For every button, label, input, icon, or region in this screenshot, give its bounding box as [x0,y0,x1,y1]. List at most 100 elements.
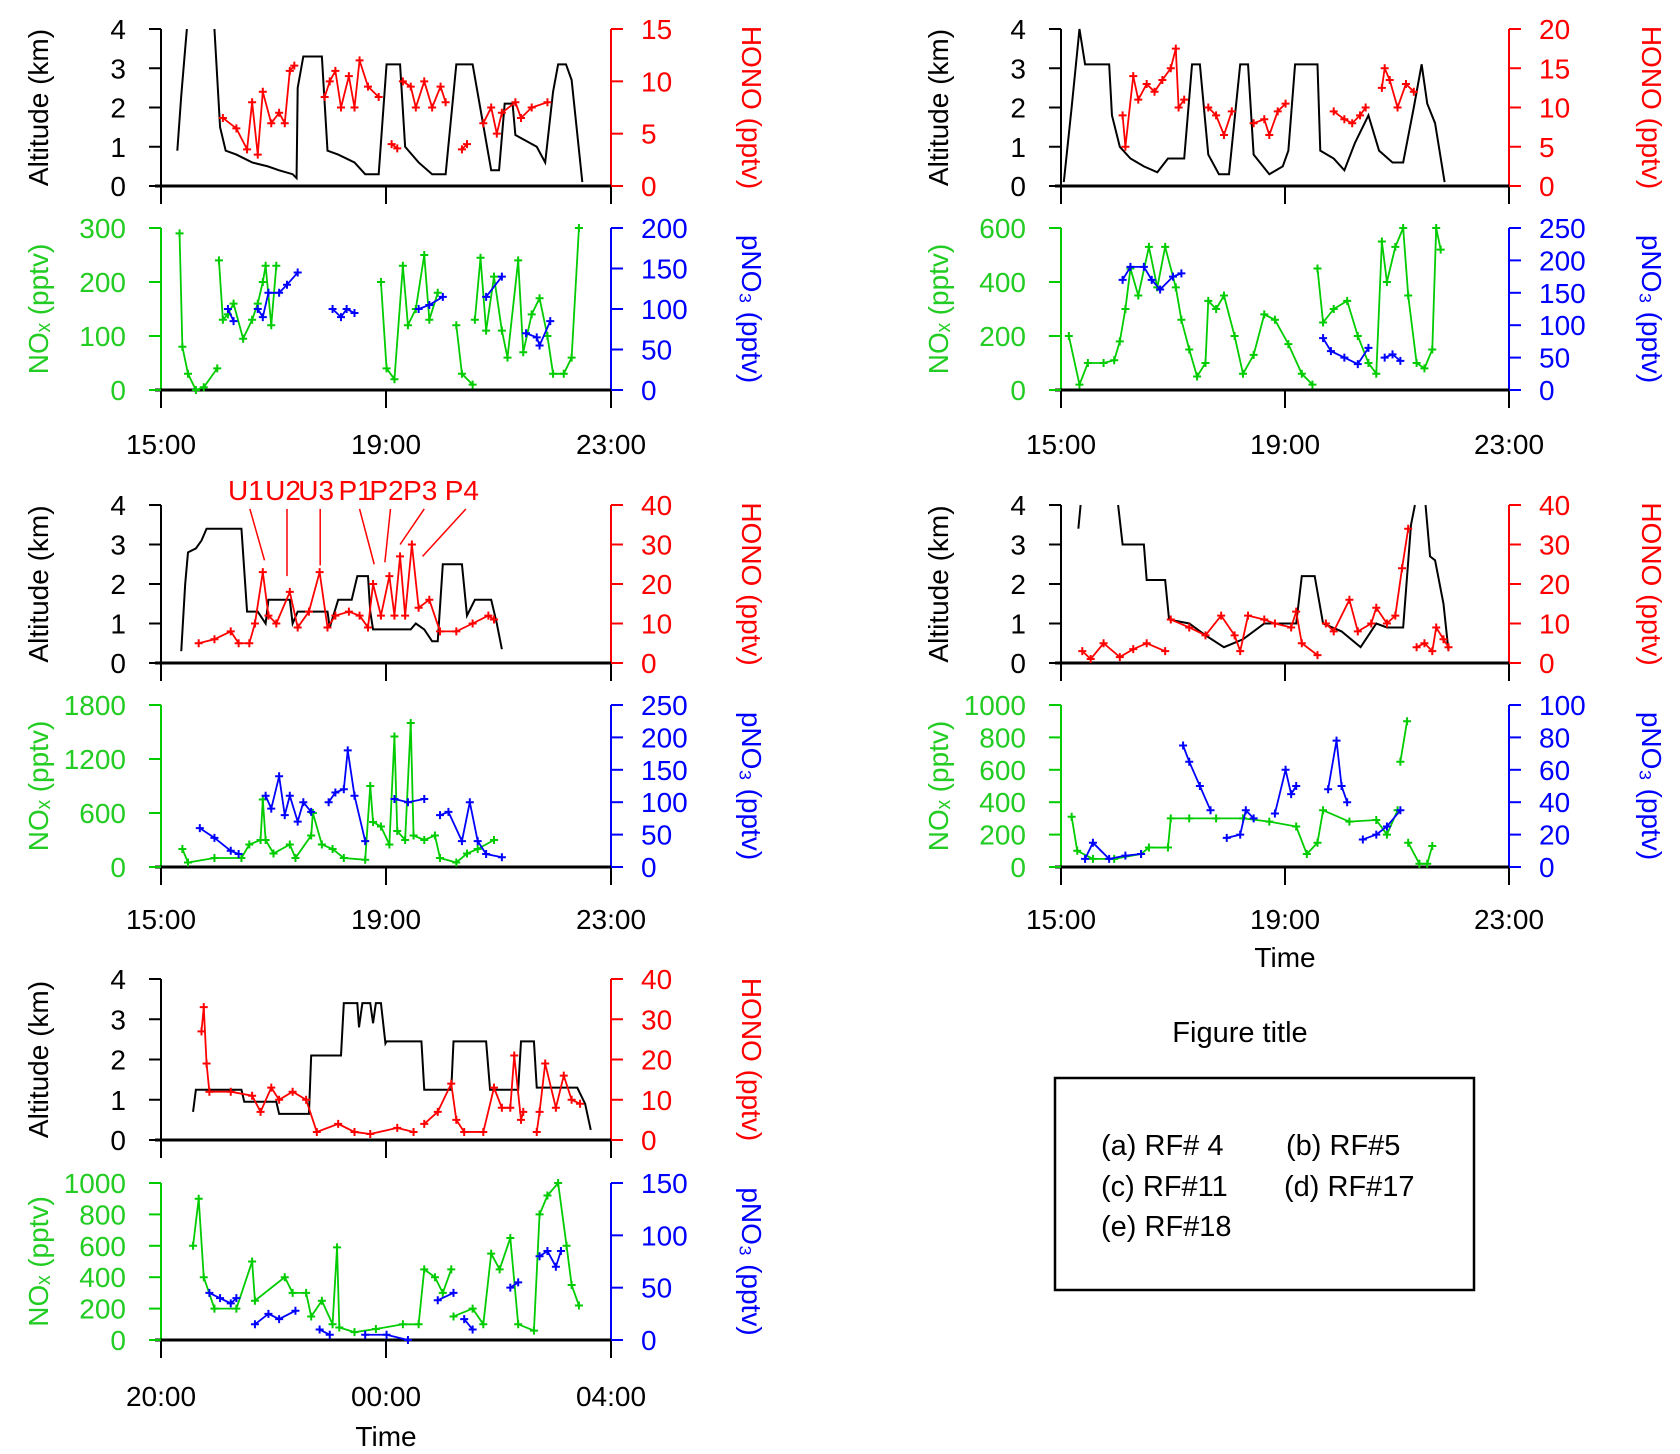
y-tick-label-left: 600 [79,798,126,829]
nox-point [272,261,281,270]
hono-point [411,103,420,112]
pno3-point [232,1294,241,1303]
y-tick-label-right: 0 [641,852,657,883]
x-tick-label: 23:00 [1474,904,1544,935]
nox-point [449,1312,458,1321]
hono-point [1420,639,1429,648]
hono-point [1219,130,1228,139]
y-tick-label-left: 1800 [64,690,126,721]
y-tick-label-right: 20 [1539,820,1570,851]
legend-item-d: (d) RF#17 [1284,1171,1415,1203]
nox-point [1319,806,1328,815]
hono-point [272,619,281,628]
nox-point [288,1288,297,1297]
nox-point [385,840,394,849]
pno3-point [1382,822,1391,831]
y-tick-label-left: 4 [110,490,126,521]
pno3-point [299,798,308,807]
hono-point [428,103,437,112]
legend-item-b: (b) RF#5 [1286,1130,1400,1162]
y-tick-label-right: 50 [641,820,672,851]
top-left-axis-title: Altitude (km) [23,505,54,662]
nox-point [463,849,471,858]
pno3-point [1137,850,1146,859]
annotation-leader-line [399,508,425,545]
hono-point [1367,619,1376,628]
pno3-point [1081,854,1090,863]
nox-point [470,315,479,324]
nox-point [436,854,444,862]
nox-line [453,1180,580,1332]
bottom-right-axis-title: pNO₃ (pptv) [1636,235,1667,383]
nox-point [497,326,506,335]
y-tick-label-left: 2 [110,569,126,600]
pno3-point [328,305,337,313]
altitude-line [1077,504,1082,529]
bottom-right-axis-title: pNO₃ (pptv) [736,712,767,860]
nox-line [1067,246,1314,388]
nox-point [390,375,399,384]
nox-point [514,256,523,265]
altitude-line [1117,504,1416,649]
hono-point [325,77,334,86]
y-tick-label-right: 250 [641,690,688,721]
y-tick-label-left: 4 [110,964,126,995]
hono-point [312,1127,321,1136]
nox-point [199,1273,208,1282]
hono-point [1377,83,1386,92]
y-tick-label-right: 0 [1539,171,1555,202]
hono-point [1404,524,1413,533]
nox-point [1412,359,1421,367]
hono-point [1385,76,1394,85]
hono-point [551,1103,560,1112]
nox-point [1313,264,1322,273]
nox-point [1313,838,1322,847]
altitude-line [176,28,188,151]
nox-point [184,369,192,378]
nox-point [562,1241,571,1250]
hono-line [323,60,380,108]
pno3-point [1380,353,1389,362]
hono-point [1121,142,1130,151]
pno3-point [1105,854,1114,863]
hono-point [1099,639,1108,648]
hono-point [452,1115,461,1124]
nox-point [1185,814,1194,823]
nox-point [175,229,184,238]
bottom-left-axis-title: NOₓ (pptv) [923,244,954,375]
hono-point [199,1003,208,1012]
nox-point [1121,305,1130,313]
pno3-point [556,1247,565,1256]
legend-box: (a) RF# 4 (b) RF#5 (c) RF#11 (d) RF#17 (… [1053,1076,1476,1292]
nox-point [559,369,568,378]
nox-point [191,386,200,394]
pno3-point [337,313,345,322]
hono-point [267,119,276,128]
pno3-line [1274,769,1297,814]
y-tick-label-left: 0 [110,852,126,883]
hono-line [1325,528,1410,633]
y-tick-label-right: 0 [641,1125,657,1156]
pno3-point [522,329,531,338]
hono-point [1129,645,1138,654]
hono-point [497,1103,506,1112]
hono-point [390,611,399,620]
y-tick-label-right: 50 [641,335,672,366]
pno3-point [253,305,262,313]
hono-point [285,66,294,75]
y-tick-label-left: 1 [110,1085,126,1116]
hono-point [210,635,219,644]
y-tick-label-left: 600 [979,755,1026,786]
nox-point [1364,359,1373,367]
nox-point [307,831,316,840]
hono-point [441,98,450,107]
y-tick-label-right: 15 [1539,53,1570,84]
hono-point [479,1127,488,1136]
hono-point [1345,595,1354,604]
pno3-point [460,1315,469,1324]
hono-point [1265,130,1274,139]
nox-point [267,321,276,330]
x-axis-title: Time [355,1421,416,1452]
hono-point [527,103,536,112]
